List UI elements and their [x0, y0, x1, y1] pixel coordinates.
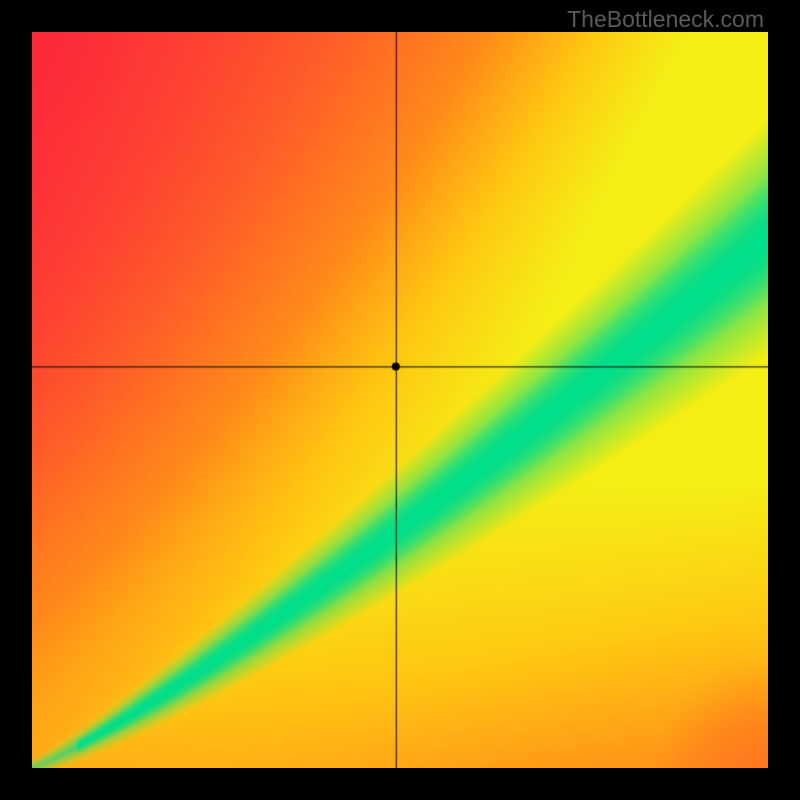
watermark-text: TheBottleneck.com [567, 6, 764, 33]
heatmap-chart [32, 32, 768, 768]
heatmap-canvas [32, 32, 768, 768]
